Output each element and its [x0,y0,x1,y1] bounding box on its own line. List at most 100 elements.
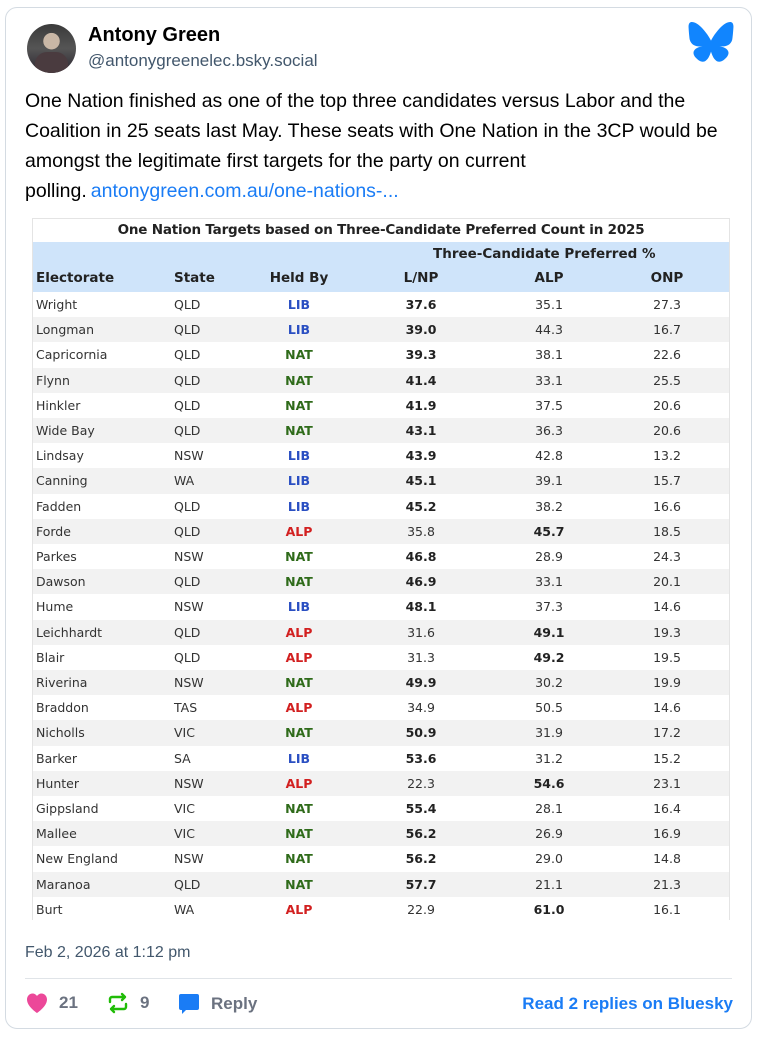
cell-lnp: 35.8 [407,523,435,539]
cell-lnp: 43.1 [405,423,437,438]
cell-lnp: 31.6 [407,624,435,640]
cell-alp: 33.1 [535,372,563,388]
cell-state: QLD [174,297,201,312]
cell-electorate: Blair [36,649,65,665]
col-alp: ALP [534,270,564,286]
reply-button[interactable]: Reply [177,992,257,1016]
cell-alp: 38.1 [535,347,563,363]
embedded-table-image[interactable]: One Nation Targets based on Three-Candid… [32,218,730,922]
cell-lnp: 41.4 [405,372,437,388]
cell-state: SA [174,750,191,766]
cell-onp: 16.4 [653,801,681,816]
cell-held-by: NAT [285,876,313,892]
table-row: Hume NSW LIB 48.1 37.3 14.6 [33,594,729,620]
cell-alp: 44.3 [535,322,563,338]
reply-bubble-icon [179,994,199,1014]
cell-alp: 54.6 [533,775,565,791]
cell-onp: 14.6 [653,700,681,716]
cell-lnp: 55.4 [405,801,437,816]
table-row: Canning WA LIB 45.1 39.1 15.7 [33,468,729,494]
table-row: Wide Bay QLD NAT 43.1 36.3 20.6 [33,418,729,444]
cell-electorate: Parkes [36,549,77,564]
cell-alp: 39.1 [535,473,563,489]
cell-state: WA [174,901,195,917]
cell-state: QLD [174,649,201,665]
cell-alp: 61.0 [533,901,565,917]
cell-state: QLD [174,624,201,640]
cell-alp: 28.1 [535,801,563,816]
cell-lnp: 31.3 [407,649,435,665]
table-row: Forde QLD ALP 35.8 45.7 18.5 [33,518,729,544]
author-name[interactable]: Antony Green [88,24,221,46]
table-row: Hunter NSW ALP 22.3 54.6 23.1 [33,770,729,796]
table-row: Braddon TAS ALP 34.9 50.5 14.6 [33,695,729,721]
cell-state: QLD [174,498,201,514]
table-row: Mallee VIC NAT 56.2 26.9 16.9 [33,821,729,847]
table-row: Gippsland VIC NAT 55.4 28.1 16.4 [33,796,729,822]
cell-electorate: Hinkler [36,397,81,413]
cell-onp: 24.3 [653,549,681,564]
repost-button[interactable]: 9 [106,992,149,1014]
table-header: Three-Candidate Preferred % Electorate S… [33,242,729,292]
cell-electorate: Dawson [36,574,86,590]
table-row: Longman QLD LIB 39.0 44.3 16.7 [33,317,729,343]
table-row: Maranoa QLD NAT 57.7 21.1 21.3 [33,871,729,897]
table-row: Riverina NSW NAT 49.9 30.2 19.9 [33,670,729,696]
cell-alp: 28.9 [535,549,563,564]
cell-lnp: 43.9 [405,448,437,464]
cell-held-by: LIB [287,599,311,615]
author-handle[interactable]: @antonygreenelec.bsky.social [88,51,318,70]
cell-state: QLD [174,876,201,892]
cell-state: TAS [174,700,198,716]
cell-onp: 14.6 [653,599,681,615]
cell-state: QLD [174,523,201,539]
cell-held-by: ALP [285,624,313,640]
cell-alp: 31.9 [535,725,563,741]
cell-held-by: NAT [285,423,313,438]
like-button[interactable]: 21 [25,992,78,1014]
post-link[interactable]: antonygreen.com.au/one-nations-... [90,180,399,202]
cell-onp: 15.7 [653,473,681,489]
cell-electorate: Hunter [36,775,79,791]
cell-state: QLD [174,322,201,338]
cell-alp: 38.2 [535,498,563,514]
cell-electorate: Mallee [36,826,77,842]
cell-onp: 19.3 [653,624,681,640]
table-row: Flynn QLD NAT 41.4 33.1 25.5 [33,367,729,393]
cell-alp: 26.9 [535,826,563,842]
cell-electorate: Burt [36,901,63,917]
cell-onp: 27.3 [653,297,681,312]
cell-onp: 19.5 [653,649,681,665]
cell-alp: 49.2 [533,649,565,665]
cell-held-by: NAT [285,801,313,816]
cell-state: QLD [174,423,201,438]
cell-onp: 16.6 [653,498,681,514]
avatar[interactable] [27,24,76,73]
cell-electorate: Wright [36,297,78,312]
cell-alp: 30.2 [535,675,563,690]
post-timestamp[interactable]: Feb 2, 2026 at 1:12 pm [25,944,191,961]
cell-lnp: 41.9 [405,397,437,413]
cell-onp: 16.7 [653,322,681,338]
cell-held-by: NAT [285,549,313,564]
cell-lnp: 46.8 [405,549,437,564]
cell-onp: 20.6 [653,397,681,413]
cell-lnp: 45.2 [405,498,437,514]
cell-electorate: Flynn [36,372,70,388]
cell-lnp: 56.2 [405,851,437,867]
cell-alp: 45.7 [533,523,565,539]
post-card [5,7,752,1029]
cell-lnp: 39.0 [405,322,437,338]
bluesky-butterfly-icon[interactable] [688,22,734,62]
cell-onp: 22.6 [653,347,681,363]
read-replies-link[interactable]: Read 2 replies on Bluesky [522,994,733,1013]
cell-held-by: ALP [285,775,313,791]
cell-lnp: 34.9 [407,700,435,716]
cell-held-by: LIB [287,448,311,464]
cell-onp: 15.2 [653,750,681,766]
cell-onp: 18.5 [653,523,681,539]
cell-held-by: LIB [287,297,311,312]
cell-onp: 14.8 [653,851,681,867]
cell-state: VIC [174,826,195,842]
cell-onp: 13.2 [653,448,681,464]
